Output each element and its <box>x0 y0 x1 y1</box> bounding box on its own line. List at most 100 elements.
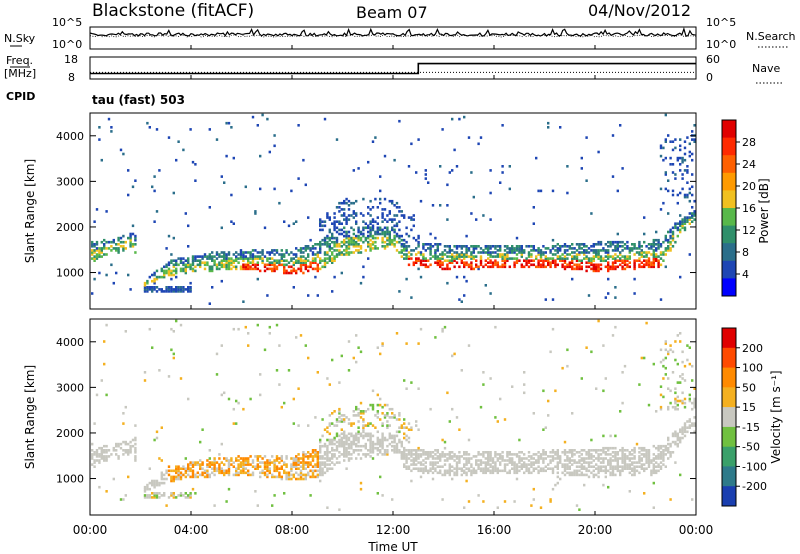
power-cell <box>369 214 372 217</box>
power-cell <box>155 269 159 273</box>
power-cell <box>331 290 334 293</box>
velocity-cell <box>559 457 562 460</box>
velocity-cell <box>451 451 454 454</box>
velocity-cell <box>249 473 252 477</box>
velocity-cell <box>343 449 346 452</box>
power-cell <box>179 259 183 262</box>
power-cell <box>571 261 574 264</box>
power-cell <box>338 232 341 236</box>
velocity-cell <box>489 455 492 458</box>
power-cell <box>547 126 550 129</box>
velocity-cell <box>244 471 247 475</box>
power-cell <box>614 245 617 248</box>
power-cell <box>657 265 660 269</box>
power-cell <box>535 156 538 160</box>
velocity-cell <box>371 424 375 427</box>
power-cell <box>619 251 622 254</box>
velocity-cell <box>575 461 579 464</box>
velocity-cell <box>235 473 238 477</box>
power-cell <box>470 212 473 215</box>
power-cell <box>427 243 430 246</box>
velocity-cell <box>563 453 567 456</box>
power-cell <box>287 224 291 228</box>
velocity-cell <box>395 418 399 421</box>
power-cell <box>107 117 111 121</box>
velocity-cell <box>532 463 535 466</box>
velocity-cell <box>266 469 269 473</box>
power-cell <box>475 259 478 262</box>
power-cell <box>350 226 353 230</box>
power-cell <box>470 267 473 271</box>
velocity-cell <box>367 424 370 427</box>
velocity-cell <box>242 465 245 468</box>
velocity-cell <box>134 449 137 452</box>
velocity-cell <box>405 342 408 345</box>
velocity-cell <box>652 362 655 366</box>
power-cell <box>268 257 271 260</box>
power-cell <box>314 267 317 271</box>
velocity-cell <box>314 455 317 458</box>
velocity-cell <box>333 455 336 458</box>
power-cell <box>321 265 324 269</box>
velocity-cell <box>179 475 183 479</box>
power-cell <box>691 216 694 219</box>
velocity-cell <box>184 467 187 470</box>
power-cell <box>110 126 113 129</box>
velocity-cell <box>295 461 298 464</box>
power-cell <box>369 243 372 246</box>
velocity-cell <box>244 461 247 464</box>
velocity-cell <box>333 410 336 413</box>
power-cell <box>590 249 593 252</box>
power-cell <box>499 249 502 252</box>
velocity-cell <box>189 461 192 464</box>
velocity-cell <box>347 444 351 448</box>
power-cell <box>614 257 617 260</box>
power-cell <box>674 240 677 244</box>
power-cell <box>619 245 622 248</box>
velocity-cell <box>355 414 358 417</box>
power-cell <box>283 255 286 258</box>
power-cell <box>165 271 168 275</box>
velocity-cell <box>587 475 591 479</box>
velocity-cell <box>544 426 547 429</box>
velocity-cell <box>659 360 663 364</box>
velocity-cell <box>496 469 499 473</box>
velocity-cell <box>611 471 615 475</box>
velocity-cell <box>671 434 675 438</box>
power-cell <box>679 220 682 223</box>
power-cell <box>424 249 427 252</box>
velocity-cell <box>309 469 312 473</box>
velocity-cell <box>388 432 391 436</box>
velocity-cell <box>328 422 331 425</box>
velocity-cell <box>554 389 557 393</box>
velocity-cell <box>386 426 389 429</box>
velocity-cell <box>544 469 547 473</box>
velocity-cell <box>427 453 430 456</box>
velocity-cell <box>345 416 348 419</box>
velocity-cell <box>676 442 679 446</box>
power-cell <box>247 251 250 254</box>
power-cell <box>311 247 315 250</box>
velocity-cell <box>448 465 451 468</box>
power-cell <box>616 232 619 236</box>
velocity-cell <box>626 449 629 452</box>
power-cell <box>393 230 396 234</box>
velocity-cell <box>362 412 365 415</box>
velocity-cell <box>340 420 343 423</box>
velocity-cell <box>338 442 341 446</box>
x-tick-label: 12:00 <box>376 523 411 537</box>
power-cell <box>441 261 444 264</box>
power-cell <box>223 251 226 254</box>
velocity-cell <box>580 449 583 452</box>
velocity-cell <box>163 494 166 497</box>
velocity-cell <box>599 449 603 452</box>
velocity-cell <box>220 344 223 347</box>
power-cell <box>683 140 687 143</box>
velocity-cell <box>448 467 451 470</box>
power-cell <box>424 265 427 269</box>
velocity-cell <box>319 471 322 475</box>
power-cell <box>595 255 598 258</box>
power-cell <box>374 197 377 201</box>
power-cell <box>98 255 101 258</box>
power-cell <box>472 267 475 271</box>
